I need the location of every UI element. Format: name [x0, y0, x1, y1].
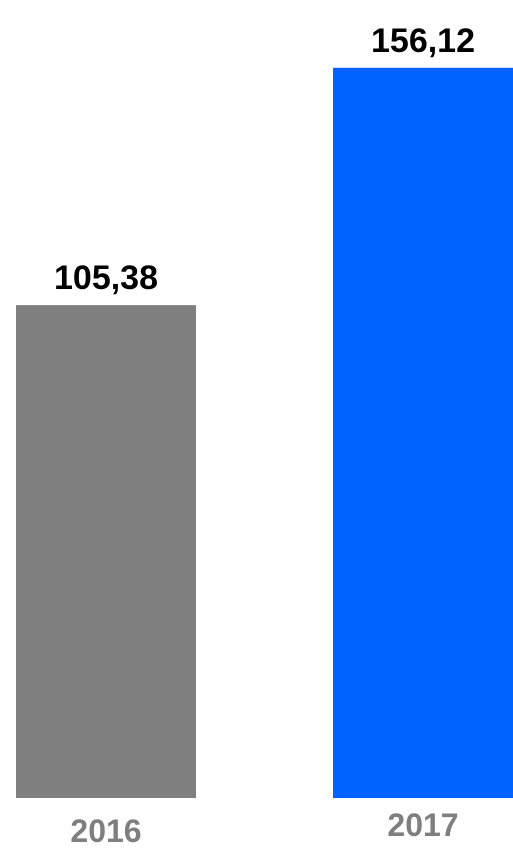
x-tick-label-2016: 2016: [70, 813, 141, 849]
bar-2016: [16, 305, 196, 798]
data-label-2017: 156,12: [371, 22, 475, 60]
bar-2017: [333, 67, 513, 799]
data-label-2016: 105,38: [54, 259, 158, 297]
x-tick-label-2017: 2017: [387, 807, 458, 843]
